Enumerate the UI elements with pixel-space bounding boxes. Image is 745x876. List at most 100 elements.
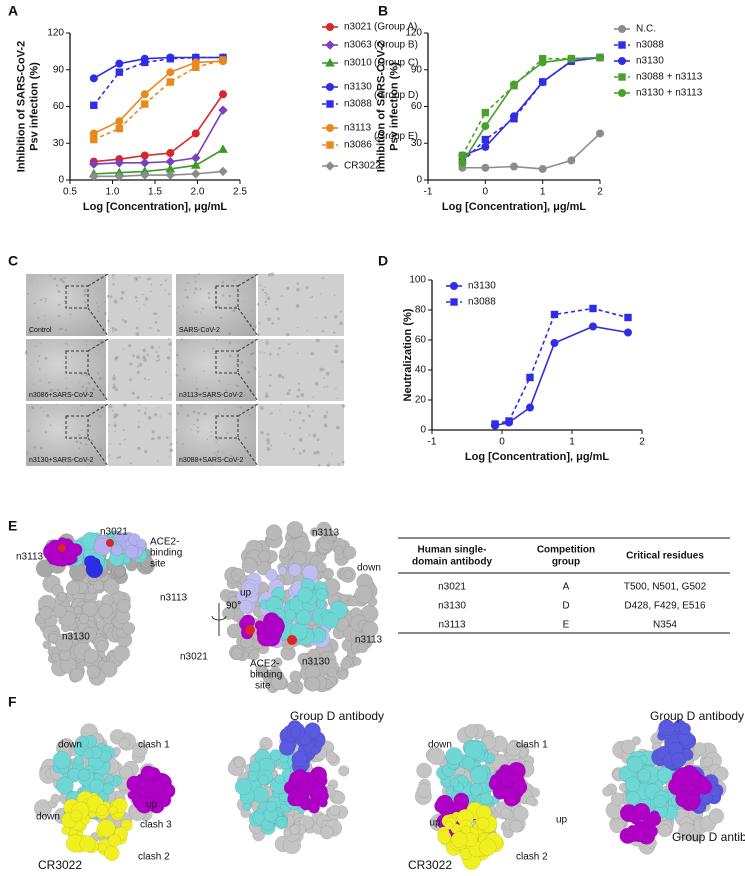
structure-label: Group D antibody — [672, 830, 745, 844]
cell-speck — [333, 294, 336, 297]
cell-speck — [104, 300, 106, 303]
cell-speck — [152, 312, 155, 315]
y-tick-label: 90 — [411, 64, 423, 75]
cell-speck — [266, 438, 271, 443]
cell-speck — [84, 443, 87, 446]
cell-speck — [142, 348, 147, 353]
cell-speck — [113, 299, 118, 304]
cell-speck — [164, 289, 166, 292]
protein-surface — [265, 524, 283, 541]
protein-surface — [444, 820, 454, 830]
marker — [218, 105, 228, 115]
protein-surface — [322, 612, 339, 629]
cell-speck — [92, 387, 95, 391]
protein-surface — [83, 648, 99, 664]
cell-speck — [281, 376, 285, 379]
cell-speck — [38, 368, 41, 371]
cell-speck — [58, 303, 61, 307]
cell-speck — [97, 305, 100, 308]
structure-label: CR3022 — [38, 858, 82, 872]
cell-speck — [138, 276, 141, 279]
cell-speck — [49, 424, 52, 427]
cell-speck — [154, 321, 158, 324]
protein-surface — [116, 598, 132, 614]
cell-speck — [205, 387, 208, 390]
micrograph: n3088+SARS-CoV-2 — [175, 403, 346, 467]
cell-speck — [228, 341, 232, 345]
marker — [219, 90, 227, 99]
structure-label: clash 1 — [516, 740, 548, 751]
cell-speck — [306, 330, 308, 332]
marker — [326, 23, 334, 31]
structure-label: n3113 — [312, 528, 340, 539]
cell-speck — [150, 283, 153, 286]
cell-speck — [176, 353, 179, 357]
table-cell: A — [563, 582, 570, 593]
cell-speck — [147, 415, 152, 420]
cell-speck — [169, 349, 172, 351]
cell-speck — [77, 281, 79, 284]
protein-surface — [137, 779, 157, 798]
y-tick-label: 40 — [415, 365, 427, 376]
cell-speck — [180, 338, 184, 341]
cell-speck — [39, 379, 41, 382]
protein-surface — [445, 747, 464, 765]
cell-speck — [123, 438, 126, 441]
cell-speck — [160, 396, 163, 400]
cell-speck — [128, 343, 132, 348]
cell-speck — [216, 437, 220, 440]
cell-speck — [207, 325, 209, 327]
x-axis-title: Log [Concentration], μg/mL — [465, 451, 609, 463]
cell-speck — [44, 300, 47, 303]
cell-speck — [86, 432, 89, 435]
cell-speck — [46, 460, 50, 464]
cell-speck — [89, 424, 92, 428]
protein-surface — [77, 736, 89, 748]
cell-speck — [237, 463, 239, 466]
cell-speck — [43, 460, 45, 462]
cell-speck — [104, 354, 106, 356]
cell-speck — [49, 274, 52, 277]
structure-label: clash 2 — [516, 852, 548, 863]
marker — [538, 164, 547, 173]
cell-speck — [143, 303, 145, 306]
protein-surface — [624, 776, 641, 793]
protein-surface — [464, 741, 483, 760]
protein-surface — [287, 681, 299, 693]
protein-surface — [96, 640, 109, 653]
cell-speck — [121, 290, 125, 295]
cell-speck — [95, 302, 98, 304]
zoom-guide — [237, 403, 259, 417]
protein-surface — [708, 808, 725, 824]
cell-speck — [266, 447, 271, 451]
cell-speck — [122, 348, 125, 351]
structure-label: n3113 — [355, 635, 383, 646]
table-header: domain antibody — [412, 557, 492, 568]
legend-label: n3130 — [636, 56, 664, 67]
cell-speck — [113, 374, 116, 377]
cell-speck — [197, 273, 200, 275]
protein-surface — [319, 825, 334, 840]
protein-surface — [140, 765, 156, 781]
protein-surface — [161, 793, 171, 803]
protein-surface — [670, 751, 687, 768]
protein-surface — [276, 819, 287, 829]
cell-speck — [182, 305, 184, 307]
cell-speck — [40, 298, 43, 302]
marker — [458, 151, 467, 160]
cell-speck — [296, 352, 299, 355]
cell-speck — [247, 370, 251, 374]
marker — [450, 282, 458, 290]
cell-speck — [258, 321, 261, 324]
protein-surface — [108, 833, 122, 848]
cell-speck — [299, 426, 302, 430]
cell-speck — [282, 351, 285, 353]
cell-speck — [321, 276, 325, 280]
cell-speck — [33, 302, 36, 305]
series-line — [93, 109, 224, 165]
cell-speck — [194, 287, 198, 291]
y-axis-title: Inhibition of SARS-CoV-2 — [375, 41, 387, 172]
y-tick-label: 80 — [415, 305, 427, 316]
y-tick-label: 60 — [415, 335, 427, 346]
structure-label: clash 1 — [138, 740, 170, 751]
